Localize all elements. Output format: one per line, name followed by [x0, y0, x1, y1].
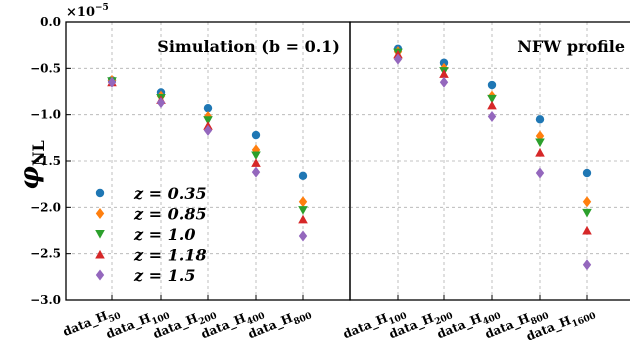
legend: z = 0.35 z = 0.85z = 1.0 z = 1.18z = 1.5 [95, 184, 207, 285]
panel-simulation: Simulation (b = 0.1) 0.0 −0.5 −1.0 −1.5 −2.0… [30, 15, 351, 345]
y-tick-label: 0.0 [40, 15, 61, 29]
legend-marker-z-1-0 [95, 230, 105, 239]
data-point-z-1-5 [487, 111, 497, 123]
markers-nfw [393, 44, 592, 271]
x-tick-label: data_H1600 [524, 304, 597, 348]
data-point-z-1-0 [298, 206, 308, 215]
y-tick-label: −2.0 [30, 200, 61, 214]
panel-nfw-profile: NFW profile data_H100data_H200data_H400d… [341, 21, 630, 348]
data-point-z-0-35 [203, 103, 213, 113]
plot-frame-nfw [349, 21, 630, 301]
x-ticks-simulation: data_H50data_H100data_H200data_H400data_… [61, 295, 314, 345]
data-point-z-1-5 [393, 53, 403, 65]
y-tick-label: −3.0 [30, 293, 61, 307]
x-ticks-nfw: data_H100data_H200data_H400data_H800data… [341, 295, 598, 348]
y-tick-label: −1.0 [30, 108, 61, 122]
data-point-z-1-0 [251, 151, 261, 161]
data-point-z-0-35 [298, 171, 308, 181]
data-point-z-0-35 [251, 130, 261, 140]
legend-marker-z-0-85 [95, 208, 105, 219]
data-point-z-1-18 [487, 100, 497, 110]
legend-label: z = 0.35 [133, 184, 207, 203]
data-point-z-1-5 [439, 76, 449, 88]
legend-marker-z-1-5 [95, 269, 105, 281]
data-point-z-1-5 [107, 76, 117, 88]
data-point-z-1-5 [203, 124, 213, 136]
data-point-z-1-5 [298, 230, 308, 242]
legend-label: z = 0.85 [133, 205, 207, 224]
data-point-z-1-0 [203, 116, 213, 125]
data-point-z-1-18 [535, 148, 545, 157]
panel-title-nfw: NFW profile [517, 37, 625, 56]
markers-simulation [107, 74, 308, 242]
data-point-z-1-5 [535, 167, 545, 179]
data-point-z-1-5 [582, 259, 592, 271]
y-tick-label: −2.5 [30, 247, 61, 261]
x-tick-label: data_H800 [246, 304, 314, 345]
data-point-z-1-5 [251, 166, 261, 178]
data-point-z-0-35 [582, 168, 592, 178]
data-point-z-0-35 [439, 58, 449, 67]
data-point-z-1-18 [251, 158, 261, 167]
y-axis-multiplier: ×10−5 [66, 3, 109, 20]
legend-label: z = 1.0 [133, 225, 195, 244]
data-point-z-1-5 [156, 97, 166, 109]
y-tick-label: −0.5 [30, 61, 61, 75]
legend-label: z = 1.5 [133, 266, 195, 285]
legend-label: z = 1.18 [133, 246, 207, 265]
data-point-z-0-35 [487, 80, 497, 90]
data-point-z-1-18 [582, 225, 592, 235]
data-point-z-1-0 [535, 138, 545, 148]
y-ticks: 0.0 −0.5 −1.0 −1.5 −2.0 −2.5 −3.0 [30, 15, 71, 307]
data-point-z-1-18 [298, 214, 308, 224]
legend-marker-z-0-35 [95, 188, 105, 198]
data-point-z-1-18 [439, 69, 449, 78]
data-point-z-0-85 [582, 196, 592, 208]
y-tick-label: −1.5 [30, 154, 61, 168]
y-axis-label: φNL [15, 140, 48, 189]
legend-marker-z-1-18 [95, 249, 105, 259]
data-point-z-0-85 [298, 196, 308, 208]
panel-title-simulation: Simulation (b = 0.1) [157, 37, 340, 56]
data-point-z-1-0 [582, 208, 592, 218]
data-point-z-1-0 [487, 94, 497, 104]
grid-lines-nfw [350, 22, 630, 300]
data-point-z-0-35 [535, 115, 545, 124]
y-axis-label-subscript: NL [29, 140, 48, 166]
grid-lines-simulation [66, 22, 350, 300]
